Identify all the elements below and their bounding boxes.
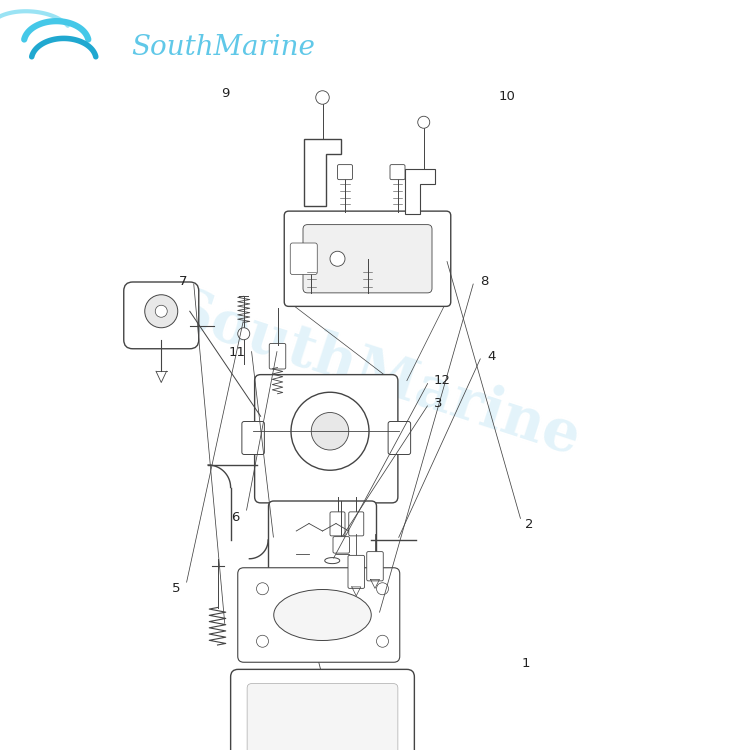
Text: 9: 9 bbox=[220, 87, 230, 100]
Text: 2: 2 bbox=[525, 518, 533, 532]
FancyBboxPatch shape bbox=[303, 225, 432, 292]
FancyBboxPatch shape bbox=[367, 552, 383, 581]
Text: 4: 4 bbox=[488, 350, 496, 363]
Polygon shape bbox=[405, 169, 435, 214]
Text: 3: 3 bbox=[433, 397, 442, 410]
FancyBboxPatch shape bbox=[388, 422, 411, 454]
Text: 10: 10 bbox=[499, 89, 516, 103]
Circle shape bbox=[256, 583, 268, 595]
FancyBboxPatch shape bbox=[290, 243, 317, 274]
Text: SouthMarine: SouthMarine bbox=[163, 282, 587, 468]
Ellipse shape bbox=[274, 590, 371, 640]
Text: 7: 7 bbox=[179, 274, 188, 288]
FancyBboxPatch shape bbox=[242, 422, 264, 454]
Text: 1: 1 bbox=[521, 657, 530, 670]
Text: 6: 6 bbox=[232, 511, 240, 524]
FancyBboxPatch shape bbox=[255, 375, 398, 503]
Circle shape bbox=[145, 295, 178, 328]
Text: 12: 12 bbox=[433, 374, 451, 388]
FancyBboxPatch shape bbox=[238, 568, 400, 662]
FancyBboxPatch shape bbox=[268, 501, 376, 579]
FancyBboxPatch shape bbox=[248, 684, 398, 750]
FancyBboxPatch shape bbox=[348, 555, 364, 589]
Text: 8: 8 bbox=[480, 274, 488, 288]
FancyBboxPatch shape bbox=[338, 164, 352, 180]
FancyBboxPatch shape bbox=[124, 282, 199, 349]
Text: SouthMarine: SouthMarine bbox=[131, 34, 315, 61]
FancyBboxPatch shape bbox=[349, 512, 364, 536]
Text: 11: 11 bbox=[229, 346, 246, 359]
Circle shape bbox=[155, 305, 167, 317]
Circle shape bbox=[238, 328, 250, 340]
Bar bbox=[308, 452, 382, 501]
Circle shape bbox=[376, 635, 388, 647]
Circle shape bbox=[418, 116, 430, 128]
FancyBboxPatch shape bbox=[284, 211, 451, 306]
Circle shape bbox=[256, 635, 268, 647]
FancyBboxPatch shape bbox=[390, 164, 405, 180]
FancyBboxPatch shape bbox=[231, 670, 414, 750]
Polygon shape bbox=[304, 139, 341, 206]
Circle shape bbox=[316, 91, 329, 104]
Circle shape bbox=[311, 413, 349, 450]
Circle shape bbox=[291, 392, 369, 470]
Text: 5: 5 bbox=[172, 582, 180, 596]
Circle shape bbox=[376, 583, 388, 595]
Circle shape bbox=[330, 251, 345, 266]
FancyBboxPatch shape bbox=[333, 537, 350, 554]
FancyBboxPatch shape bbox=[269, 344, 286, 369]
FancyBboxPatch shape bbox=[330, 512, 345, 536]
